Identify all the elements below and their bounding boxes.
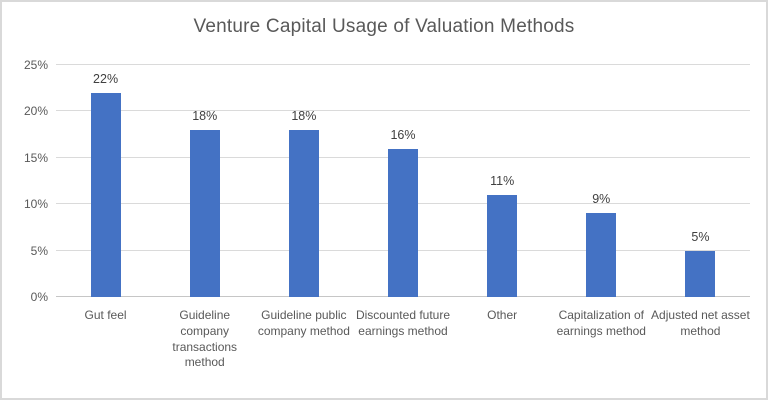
x-category-label: Guideline company transactions method [172, 308, 238, 370]
bar-6 [586, 213, 617, 297]
gridline [56, 110, 750, 112]
bar-value-label: 9% [592, 192, 611, 207]
y-tick-label: 25% [23, 58, 48, 72]
bar-value-label: 18% [192, 108, 218, 123]
bar-value-label: 16% [390, 127, 416, 142]
x-category-label: Gut feel [84, 308, 127, 322]
y-tick-label: 0% [30, 290, 48, 304]
bar-value-label: 18% [291, 108, 317, 123]
bar-1 [90, 92, 121, 297]
y-tick-label: 5% [30, 243, 48, 258]
bar-3 [288, 129, 319, 297]
x-category-label: Adjusted net asset method [651, 308, 750, 338]
x-category-label: Guideline public company method [257, 308, 350, 338]
plot-area: 22% 18% 18% 16% 11% 9% 5% [56, 64, 750, 297]
chart-title: Venture Capital Usage of Valuation Metho… [193, 16, 575, 37]
y-tick-label: 10% [23, 197, 48, 212]
gridline [56, 64, 750, 65]
x-category-label: Discounted future earnings method [355, 308, 451, 338]
bar-value-label: 22% [93, 71, 119, 86]
x-category-label: Other [487, 308, 518, 322]
bar-4 [388, 148, 418, 297]
y-tick-label: 20% [23, 104, 48, 119]
bar-7 [685, 250, 716, 297]
x-category-label: Capitalization of earnings method [556, 308, 646, 338]
bar-2 [189, 129, 220, 297]
bar-value-label: 11% [490, 173, 515, 188]
bar-value-label: 5% [691, 229, 710, 244]
y-tick-label: 15% [23, 150, 48, 165]
bar-5 [487, 194, 518, 297]
